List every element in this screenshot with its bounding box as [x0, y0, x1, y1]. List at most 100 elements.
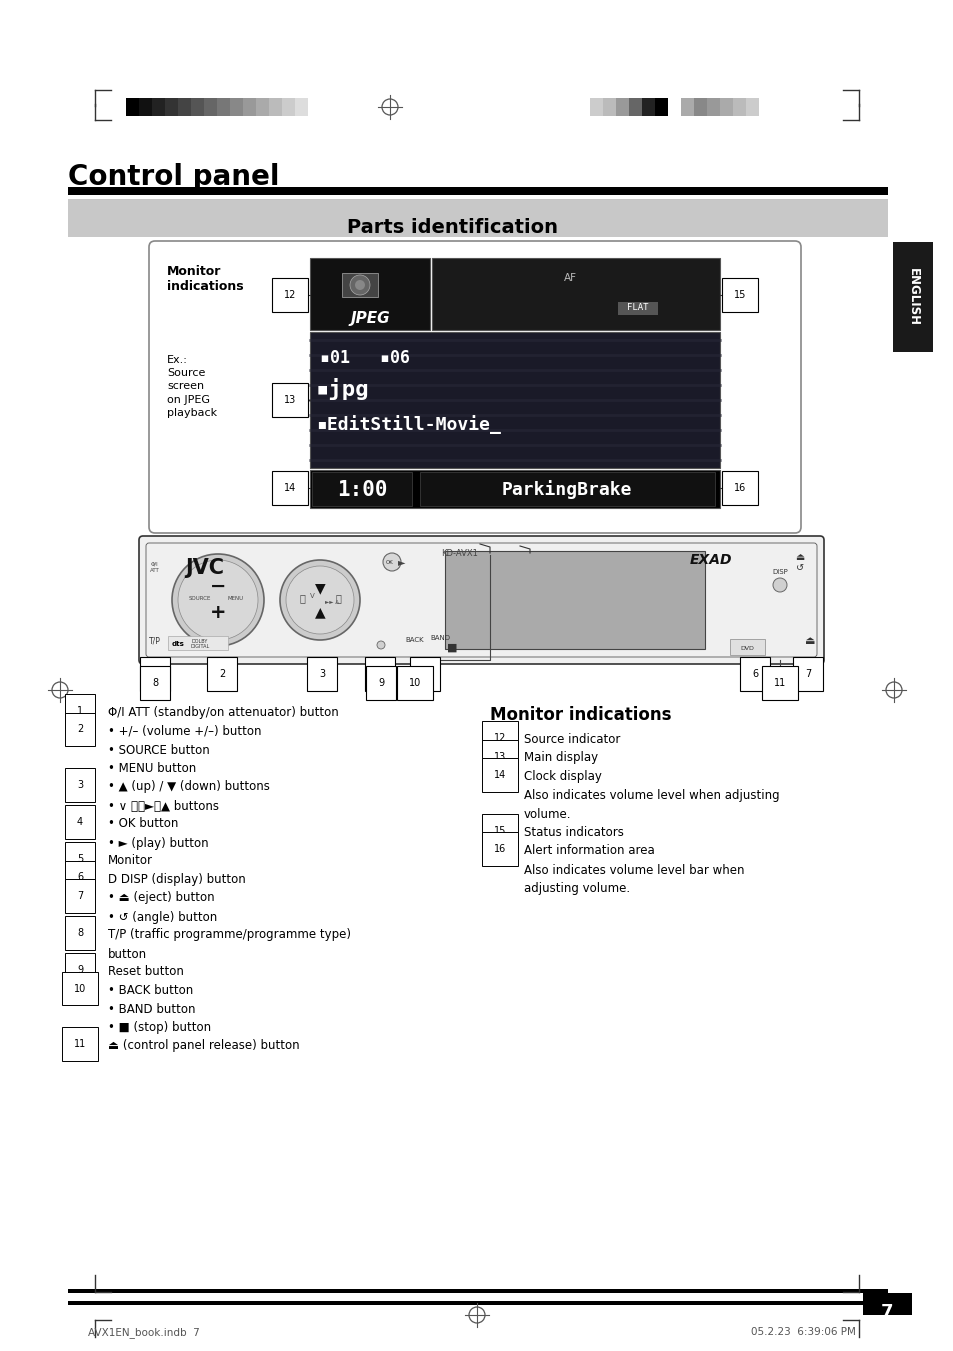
Text: ▪jpg: ▪jpg: [315, 378, 369, 400]
Text: 8: 8: [77, 928, 83, 938]
Text: 16: 16: [494, 844, 506, 854]
Bar: [68, 186, 887, 195]
Text: 12: 12: [494, 734, 506, 743]
Bar: [732, 99, 745, 116]
Text: 5: 5: [77, 854, 83, 865]
Text: • ⏏ (eject) button: • ⏏ (eject) button: [108, 892, 214, 904]
Text: DISP: DISP: [771, 569, 787, 576]
Bar: [745, 99, 759, 116]
Bar: [432, 258, 720, 330]
Bar: [191, 99, 204, 116]
Text: ►: ►: [397, 557, 405, 567]
Circle shape: [280, 561, 359, 640]
Text: Monitor: Monitor: [108, 854, 152, 867]
Text: 4: 4: [77, 817, 83, 827]
Text: Parts identification: Parts identification: [347, 218, 558, 236]
Bar: [168, 636, 228, 650]
Text: Ex.:
Source
screen
on JPEG
playback: Ex.: Source screen on JPEG playback: [167, 355, 217, 417]
Text: 05.2.23  6:39:06 PM: 05.2.23 6:39:06 PM: [750, 1327, 855, 1337]
Text: ►► A: ►► A: [325, 600, 338, 604]
Text: adjusting volume.: adjusting volume.: [523, 882, 630, 894]
Text: ▪01   ▪06: ▪01 ▪06: [319, 349, 410, 367]
Text: Φ/I
ATT: Φ/I ATT: [150, 562, 160, 573]
Bar: [589, 99, 602, 116]
Text: • ∨ ⏮⏭►⏮▲ buttons: • ∨ ⏮⏭►⏮▲ buttons: [108, 800, 219, 812]
Circle shape: [382, 553, 400, 571]
Text: Alert information area: Alert information area: [523, 844, 654, 857]
Bar: [243, 99, 255, 116]
Text: −: −: [210, 577, 226, 596]
Text: Source indicator: Source indicator: [523, 734, 619, 746]
Text: SOURCE: SOURCE: [189, 596, 211, 600]
Bar: [308, 99, 320, 116]
Text: Also indicates volume level when adjusting: Also indicates volume level when adjusti…: [523, 789, 779, 802]
Text: JPEG: JPEG: [350, 311, 390, 326]
Text: ■: ■: [446, 643, 456, 653]
Bar: [204, 99, 216, 116]
Text: AF: AF: [563, 273, 576, 282]
Bar: [68, 199, 887, 236]
Bar: [230, 99, 243, 116]
Text: DVD: DVD: [740, 646, 753, 650]
Text: 7: 7: [77, 892, 83, 901]
Text: • ↺ (angle) button: • ↺ (angle) button: [108, 911, 217, 924]
Bar: [628, 99, 641, 116]
Text: • BACK button: • BACK button: [108, 984, 193, 997]
Circle shape: [172, 554, 264, 646]
Bar: [68, 1301, 887, 1305]
Bar: [310, 470, 720, 508]
Text: button: button: [108, 947, 147, 961]
Circle shape: [376, 640, 385, 648]
Text: Reset button: Reset button: [108, 965, 184, 978]
FancyBboxPatch shape: [149, 240, 801, 534]
Bar: [68, 1289, 887, 1293]
Text: MENU: MENU: [228, 596, 244, 600]
Text: ⏮: ⏮: [298, 593, 305, 603]
Bar: [282, 99, 294, 116]
Text: Main display: Main display: [523, 751, 598, 765]
Text: ▲: ▲: [314, 605, 325, 619]
Bar: [602, 99, 616, 116]
Bar: [444, 551, 704, 648]
Text: • ► (play) button: • ► (play) button: [108, 836, 209, 850]
Bar: [269, 99, 282, 116]
Text: Control panel: Control panel: [68, 163, 279, 190]
FancyBboxPatch shape: [139, 536, 823, 663]
Text: ▼: ▼: [314, 581, 325, 594]
Text: 5: 5: [421, 669, 428, 680]
Bar: [618, 303, 658, 315]
Circle shape: [355, 280, 365, 290]
Bar: [178, 99, 191, 116]
Bar: [667, 99, 680, 116]
Text: 15: 15: [494, 825, 506, 835]
Text: JVC: JVC: [185, 558, 224, 578]
Bar: [216, 99, 230, 116]
Text: 7: 7: [804, 669, 810, 680]
Text: 4: 4: [376, 669, 383, 680]
Bar: [862, 1293, 911, 1315]
Bar: [641, 99, 655, 116]
Text: T/P (traffic programme/programme type): T/P (traffic programme/programme type): [108, 928, 351, 942]
Text: Status indicators: Status indicators: [523, 825, 623, 839]
Text: BACK: BACK: [405, 638, 424, 643]
Bar: [720, 99, 732, 116]
Bar: [616, 99, 628, 116]
Bar: [892, 242, 932, 353]
Text: 1: 1: [152, 669, 158, 680]
Text: 10: 10: [73, 984, 86, 993]
Text: 6: 6: [77, 873, 83, 882]
Text: 1: 1: [77, 707, 83, 716]
Text: BAND: BAND: [430, 635, 450, 640]
Text: 14: 14: [494, 770, 506, 780]
Text: • MENU button: • MENU button: [108, 762, 196, 775]
Bar: [126, 99, 139, 116]
Text: D DISP (display) button: D DISP (display) button: [108, 873, 246, 885]
Text: 2: 2: [77, 724, 83, 735]
Text: ⏏ (control panel release) button: ⏏ (control panel release) button: [108, 1039, 299, 1052]
Text: EXAD: EXAD: [689, 553, 732, 567]
Text: 15: 15: [733, 290, 745, 300]
Text: ParkingBrake: ParkingBrake: [501, 481, 632, 500]
Text: 6: 6: [751, 669, 758, 680]
Text: AVX1EN_book.indb  7: AVX1EN_book.indb 7: [88, 1327, 199, 1337]
Text: 3: 3: [318, 669, 325, 680]
